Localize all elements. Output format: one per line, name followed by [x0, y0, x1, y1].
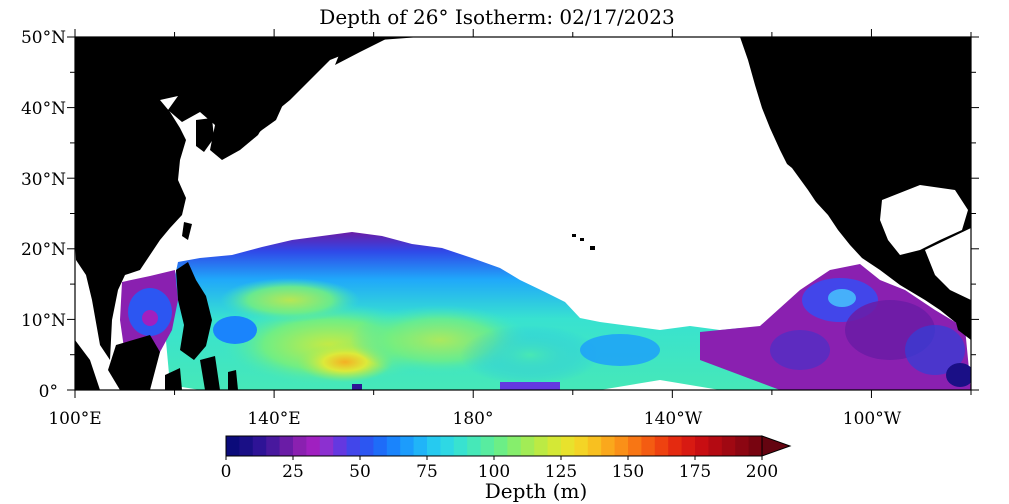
- lon-label-140w: 140°W: [644, 409, 703, 429]
- colorbar-swatch: [628, 436, 642, 456]
- colorbar-swatch: [681, 436, 696, 456]
- colorbar-swatch: [614, 436, 629, 456]
- lon-label-100w: 100°W: [843, 409, 902, 429]
- colorbar-swatch: [226, 436, 240, 456]
- lat-label-eq: 0°: [39, 382, 58, 402]
- colorbar-swatch: [266, 436, 281, 456]
- lat-label-30n: 30°N: [21, 170, 66, 190]
- colorbar-swatch: [654, 436, 669, 456]
- colorbar: [225, 435, 792, 460]
- north-america-landmass: [740, 37, 971, 330]
- colorbar-swatch: [333, 436, 348, 456]
- colorbar-swatch: [467, 436, 482, 456]
- japan-landmass: [218, 85, 285, 156]
- colorbar-tick-0: 0: [221, 462, 232, 482]
- colorbar-swatch: [695, 436, 709, 456]
- colorbar-tick-125: 125: [545, 462, 577, 482]
- latitude-axis: 50°N 40°N 30°N 20°N 10°N 0°: [21, 28, 66, 402]
- colorbar-swatch: [386, 436, 401, 456]
- colorbar-swatch: [346, 436, 361, 456]
- colorbar-tick-25: 25: [282, 462, 304, 482]
- colorbar-swatch: [279, 436, 294, 456]
- colorbar-swatch: [239, 436, 254, 456]
- colorbar-swatch: [373, 436, 388, 456]
- colorbar-swatch: [427, 436, 441, 456]
- colorbar-swatch: [735, 436, 750, 456]
- longitude-axis: 100°E 140°E 180° 140°W 100°W: [48, 409, 901, 429]
- colorbar-swatch: [319, 436, 334, 456]
- lon-label-100e: 100°E: [48, 409, 101, 429]
- colorbar-swatch: [252, 436, 267, 456]
- colorbar-swatch: [641, 436, 656, 456]
- colorbar-ticks: 0 25 50 75 100 125 150 175 200: [221, 462, 779, 482]
- colorbar-swatch: [587, 436, 602, 456]
- colorbar-tick-200: 200: [746, 462, 778, 482]
- colorbar-swatch: [480, 436, 495, 456]
- colorbar-tick-175: 175: [679, 462, 711, 482]
- lat-label-20n: 20°N: [21, 240, 66, 260]
- colorbar-tick-75: 75: [416, 462, 438, 482]
- colorbar-swatch: [360, 436, 374, 456]
- asia-landmass: [75, 37, 420, 360]
- colorbar-swatch: [400, 436, 415, 456]
- colorbar-tick-100: 100: [478, 462, 510, 482]
- colorbar-swatch: [547, 436, 562, 456]
- colorbar-swatch: [708, 436, 723, 456]
- colorbar-overflow-arrow: [761, 435, 792, 457]
- colorbar-swatch: [721, 436, 736, 456]
- colorbar-swatch: [413, 436, 428, 456]
- map-title: Depth of 26° Isotherm: 02/17/2023: [319, 5, 674, 29]
- lat-label-10n: 10°N: [21, 311, 66, 331]
- colorbar-label: Depth (m): [485, 479, 588, 503]
- colorbar-swatch: [494, 436, 508, 456]
- colorbar-swatch: [534, 436, 549, 456]
- lat-label-40n: 40°N: [21, 99, 66, 119]
- lat-label-50n: 50°N: [21, 28, 66, 48]
- land-mask: [75, 37, 971, 390]
- colorbar-swatch: [306, 436, 321, 456]
- philippines-landmass: [176, 262, 212, 360]
- colorbar-swatch: [520, 436, 535, 456]
- colorbar-swatch: [574, 436, 589, 456]
- axis-ticks: [67, 29, 979, 398]
- colorbar-swatch: [293, 436, 307, 456]
- colorbar-swatch: [507, 436, 522, 456]
- colorbar-swatch: [748, 436, 763, 456]
- colorbar-swatch: [561, 436, 575, 456]
- lon-label-180: 180°: [453, 409, 494, 429]
- colorbar-swatch: [668, 436, 683, 456]
- colorbar-swatch: [440, 436, 455, 456]
- isotherm-depth-field: [120, 232, 971, 390]
- colorbar-tick-50: 50: [349, 462, 371, 482]
- colorbar-tick-150: 150: [612, 462, 644, 482]
- lon-label-140e: 140°E: [247, 409, 300, 429]
- colorbar-swatch: [601, 436, 616, 456]
- colorbar-swatch: [453, 436, 468, 456]
